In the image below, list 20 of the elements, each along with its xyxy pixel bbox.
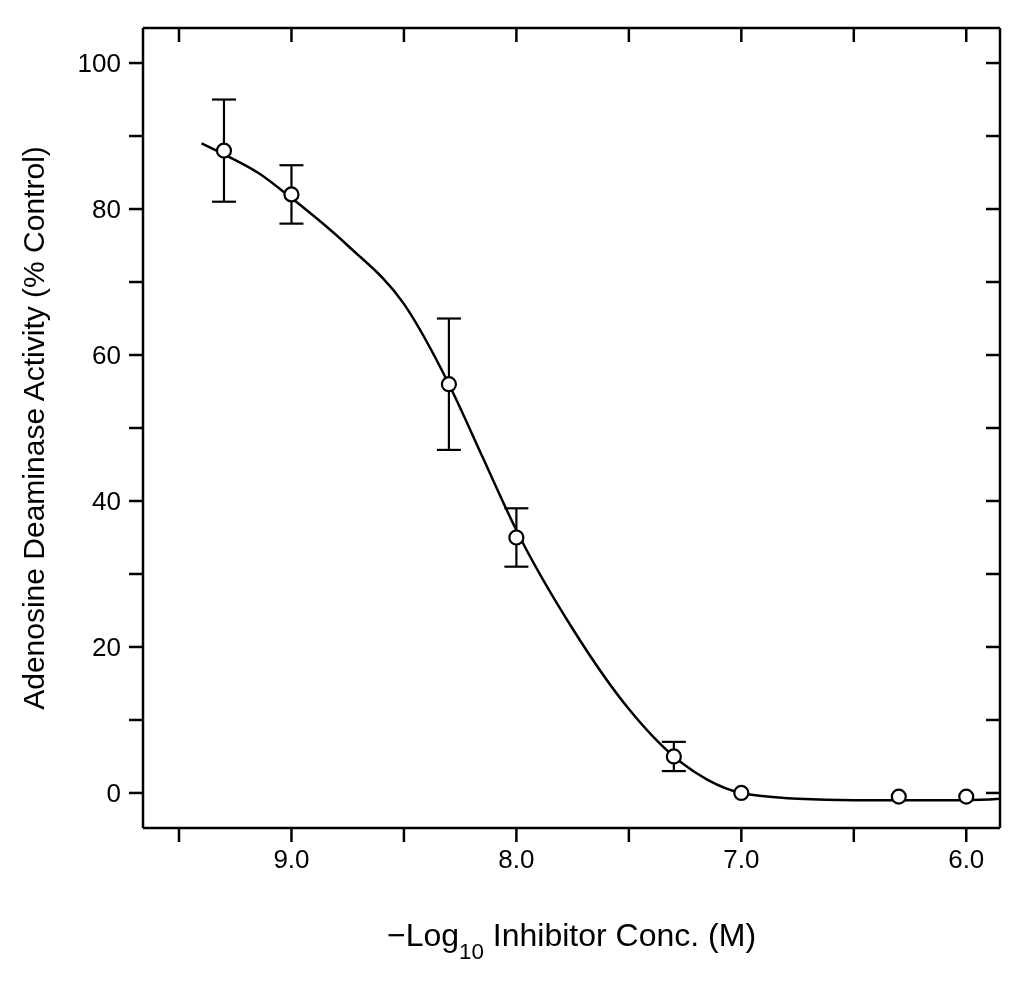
point: [440, 376, 458, 393]
x-axis-title: −Log$_{10}$ Inhibitor Conc. (M): [386, 917, 757, 964]
point: [890, 788, 907, 805]
point: [733, 784, 750, 802]
x-tick-label: 9.0: [273, 844, 310, 875]
point: [283, 186, 300, 203]
y-axis-title: Adenosine Deaminase Activity (% Control): [16, 146, 50, 710]
point: [665, 748, 682, 765]
y-tick-label: 80: [92, 194, 121, 225]
point: [958, 788, 975, 805]
y-tick-label: 0: [106, 778, 121, 809]
y-tick-label: 60: [92, 340, 121, 371]
x-tick-label: 8.0: [498, 844, 535, 875]
point: [215, 142, 233, 159]
y-tick-label: 20: [92, 632, 121, 663]
x-tick-label: 6.0: [948, 844, 985, 875]
y-tick-label: 100: [77, 48, 121, 79]
x-tick-label: 7.0: [723, 844, 760, 875]
y-tick-label: 40: [92, 486, 121, 517]
point: [508, 529, 525, 546]
